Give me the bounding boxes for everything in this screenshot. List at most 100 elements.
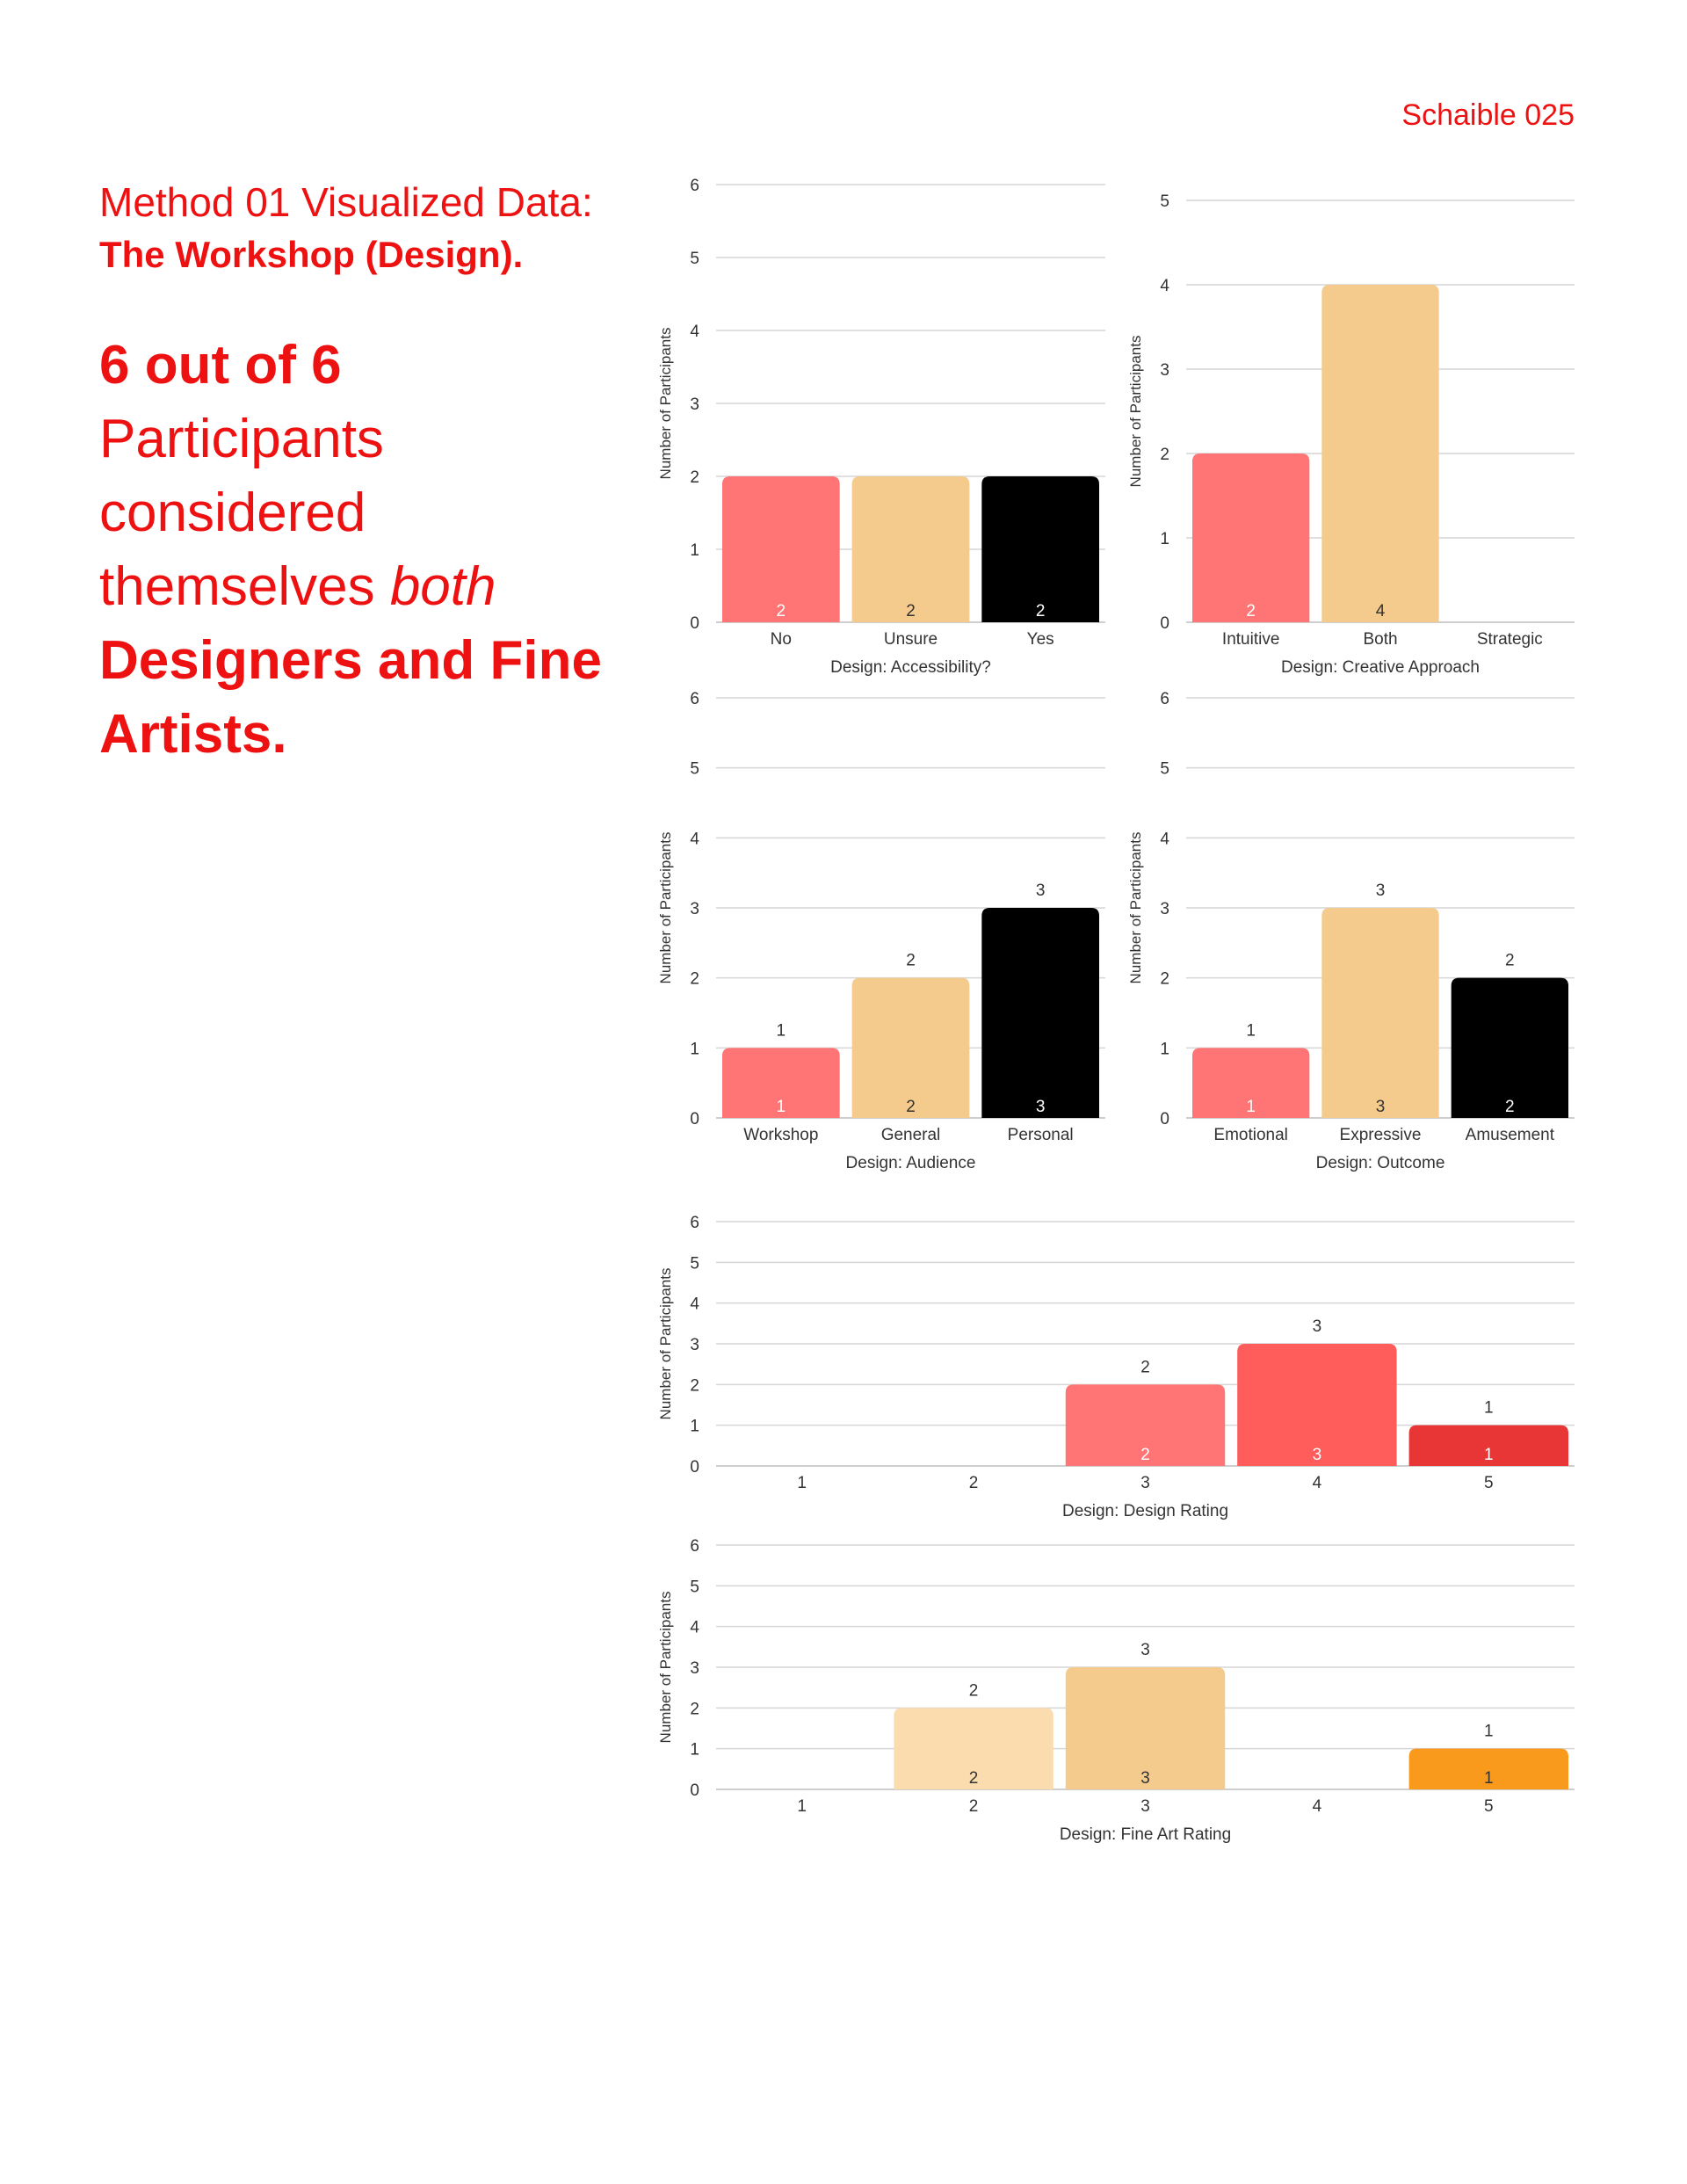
x-tick-label: Both <box>1363 630 1397 649</box>
x-tick-label: 3 <box>1140 1797 1150 1816</box>
y-axis-title: Number of Participants <box>1127 336 1144 488</box>
key-finding-count: 6 out of 6 <box>99 335 342 395</box>
bar-2 <box>894 1708 1053 1789</box>
y-tick-label: 3 <box>1160 361 1169 380</box>
x-tick-label: 1 <box>797 1797 807 1816</box>
key-finding-emphasis: both <box>389 556 496 617</box>
y-tick-label: 2 <box>1160 970 1169 989</box>
y-tick-label: 6 <box>690 1214 699 1232</box>
bar-inner-label: 3 <box>1376 1098 1386 1116</box>
y-tick-label: 0 <box>690 1781 699 1800</box>
y-tick-label: 4 <box>690 1295 699 1314</box>
x-axis-title: Design: Design Rating <box>1062 1502 1228 1520</box>
bar-3 <box>1065 1667 1226 1789</box>
x-tick-label: Expressive <box>1340 1126 1422 1144</box>
bar-5 <box>1408 1748 1568 1789</box>
y-tick-label: 6 <box>690 177 699 195</box>
y-tick-label: 1 <box>1160 1040 1169 1058</box>
x-tick-label: 2 <box>969 1474 979 1492</box>
intro-text: Method 01 Visualized Data: The Workshop … <box>99 176 644 772</box>
x-tick-label: Yes <box>1027 630 1054 649</box>
x-axis-title: Design: Fine Art Rating <box>1060 1825 1231 1844</box>
bar-inner-label: 1 <box>1246 1098 1256 1116</box>
chart-4: 0 1 2 3 4 5 6 Number of Participants 1 1 Emotional… <box>1127 690 1575 1172</box>
bar-inner-label: 1 <box>1484 1446 1494 1464</box>
bar-value-label: 2 <box>1140 1358 1150 1376</box>
y-tick-label: 0 <box>1160 1110 1169 1128</box>
y-tick-label: 1 <box>690 1418 699 1436</box>
x-tick-label: 3 <box>1140 1474 1150 1492</box>
x-tick-label: Intuitive <box>1222 630 1279 649</box>
chart-6: 0 1 2 3 4 5 6 Number of Participants 1 2 2 2 3 3 3 4 1 1 5… <box>657 1537 1575 1844</box>
bar-inner-label: 2 <box>906 1098 916 1116</box>
bar-value-label: 3 <box>1036 882 1046 900</box>
bar-inner-label: 2 <box>1140 1446 1150 1464</box>
y-tick-label: 6 <box>1160 690 1169 708</box>
chart-2: 0 1 2 3 4 5 Number of Participants 2 Intuitive 4 B… <box>1127 192 1575 677</box>
y-tick-label: 4 <box>1160 830 1169 848</box>
x-axis-title: Design: Audience <box>846 1154 976 1172</box>
y-tick-label: 6 <box>690 1537 699 1556</box>
y-tick-label: 5 <box>690 1578 699 1596</box>
x-tick-label: No <box>771 630 792 649</box>
y-tick-label: 5 <box>1160 192 1169 211</box>
y-tick-label: 0 <box>1160 614 1169 633</box>
bar-inner-label: 3 <box>1036 1098 1046 1116</box>
key-finding: 6 out of 6 Participants considered thems… <box>99 329 644 772</box>
bar-value-label: 1 <box>1246 1021 1256 1040</box>
bar-inner-label: 2 <box>1246 602 1256 620</box>
bar-value-label: 2 <box>969 1681 979 1700</box>
bar-value-label: 2 <box>1505 952 1515 970</box>
bar-value-label: 3 <box>1376 882 1386 900</box>
bar-4 <box>1237 1344 1397 1466</box>
bar-amusement <box>1451 977 1568 1118</box>
bar-value-label: 2 <box>906 952 916 970</box>
section-subtitle: Method 01 Visualized Data: <box>99 179 593 225</box>
bar-3 <box>1065 1384 1226 1466</box>
bar-inner-label: 3 <box>1140 1769 1150 1788</box>
y-tick-label: 1 <box>690 1741 699 1760</box>
bar-unsure <box>851 476 970 622</box>
y-tick-label: 5 <box>690 1254 699 1273</box>
x-tick-label: Unsure <box>884 630 938 649</box>
bar-expressive <box>1321 908 1439 1118</box>
y-tick-label: 3 <box>690 395 699 414</box>
bar-value-label: 1 <box>777 1021 786 1040</box>
y-tick-label: 4 <box>690 830 699 848</box>
y-tick-label: 2 <box>690 468 699 487</box>
page-number: Schaible 025 <box>1401 98 1575 132</box>
y-tick-label: 4 <box>690 323 699 341</box>
y-tick-label: 2 <box>690 1376 699 1395</box>
x-tick-label: 1 <box>797 1474 807 1492</box>
key-finding-conclusion: Designers and Fine Artists. <box>99 630 602 765</box>
section-title: The Workshop (Design). <box>99 234 524 275</box>
y-axis-title: Number of Participants <box>1127 832 1144 984</box>
x-tick-label: 4 <box>1313 1797 1322 1816</box>
bar-5 <box>1408 1425 1568 1466</box>
y-axis-title: Number of Participants <box>657 328 674 480</box>
bar-value-label: 1 <box>1484 1399 1494 1418</box>
y-tick-label: 5 <box>1160 760 1169 779</box>
x-tick-label: Amusement <box>1466 1126 1555 1144</box>
bar-value-label: 1 <box>1484 1723 1494 1741</box>
bar-intuitive <box>1192 453 1310 622</box>
bar-inner-label: 4 <box>1376 602 1386 620</box>
y-axis-title: Number of Participants <box>657 832 674 984</box>
bar-emotional <box>1192 1048 1310 1118</box>
x-tick-label: 4 <box>1313 1474 1322 1492</box>
y-tick-label: 0 <box>690 614 699 633</box>
bar-inner-label: 3 <box>1313 1446 1322 1464</box>
y-tick-label: 1 <box>690 541 699 560</box>
x-tick-label: Personal <box>1008 1126 1074 1144</box>
y-tick-label: 1 <box>1160 530 1169 548</box>
x-tick-label: Workshop <box>743 1126 818 1144</box>
bar-value-label: 3 <box>1140 1641 1150 1659</box>
y-tick-label: 5 <box>690 250 699 268</box>
y-tick-label: 4 <box>1160 277 1169 295</box>
chart-3: 0 1 2 3 4 5 6 Number of Participants 1 1 Workshop 2… <box>657 690 1105 1172</box>
bar-inner-label: 2 <box>777 602 786 620</box>
bar-inner-label: 2 <box>1505 1098 1515 1116</box>
key-finding-text: Participants considered themselves <box>99 409 384 617</box>
y-tick-label: 4 <box>690 1619 699 1637</box>
